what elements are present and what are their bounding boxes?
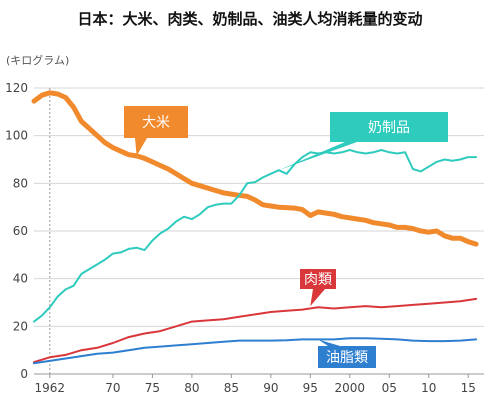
label-box	[330, 112, 448, 142]
label-pointer	[310, 289, 325, 307]
x-tick-label: 90	[263, 381, 278, 395]
grid-lines	[34, 87, 484, 374]
x-tick-label: 15	[461, 381, 476, 395]
axes: 0 20 40 60 80 100 120 1962 70 75 80 85 90 95 2000 05 10 1…	[5, 81, 484, 395]
label-pointer	[135, 138, 147, 156]
y-tick-label: 100	[5, 129, 28, 143]
y-tick-label: 40	[13, 272, 28, 286]
label-pointer	[278, 142, 357, 171]
x-tick-label: 75	[145, 381, 160, 395]
x-tick-label: 80	[184, 381, 199, 395]
x-tick-label: 1962	[35, 381, 66, 395]
series-line-2	[33, 297, 478, 364]
series-label-1: 奶制品	[278, 112, 448, 171]
x-tick-label: 05	[382, 381, 397, 395]
label-box	[318, 346, 376, 368]
label-text: 奶制品	[368, 120, 410, 136]
series-label-3: 油脂類	[318, 339, 376, 368]
series-label-0: 大米	[124, 106, 188, 156]
label-box	[124, 106, 188, 138]
series-line-0	[31, 90, 479, 247]
y-tick-label: 60	[13, 224, 28, 238]
series-line-3	[33, 337, 478, 365]
x-tick-label: 2000	[335, 381, 366, 395]
label-box	[300, 269, 336, 289]
label-text: 大米	[142, 115, 170, 131]
x-tick-label: 95	[303, 381, 318, 395]
x-tick-label: 85	[224, 381, 239, 395]
label-text: 肉類	[304, 272, 332, 288]
y-tick-label: 20	[13, 319, 28, 333]
x-tick-label: 10	[421, 381, 436, 395]
x-tick-label: 70	[105, 381, 120, 395]
series-line-1	[33, 149, 478, 323]
label-pointer	[318, 339, 340, 346]
y-tick-label: 0	[20, 367, 28, 381]
chart-title: 日本：大米、肉类、奶制品、油类人均消耗量的变动	[77, 10, 422, 28]
y-tick-label: 120	[5, 81, 28, 95]
label-text: 油脂類	[326, 350, 368, 366]
y-axis-unit-label: (キログラム)	[6, 53, 69, 67]
y-tick-label: 80	[13, 176, 28, 190]
series-label-2: 肉類	[300, 269, 336, 307]
series-lines	[31, 90, 479, 365]
